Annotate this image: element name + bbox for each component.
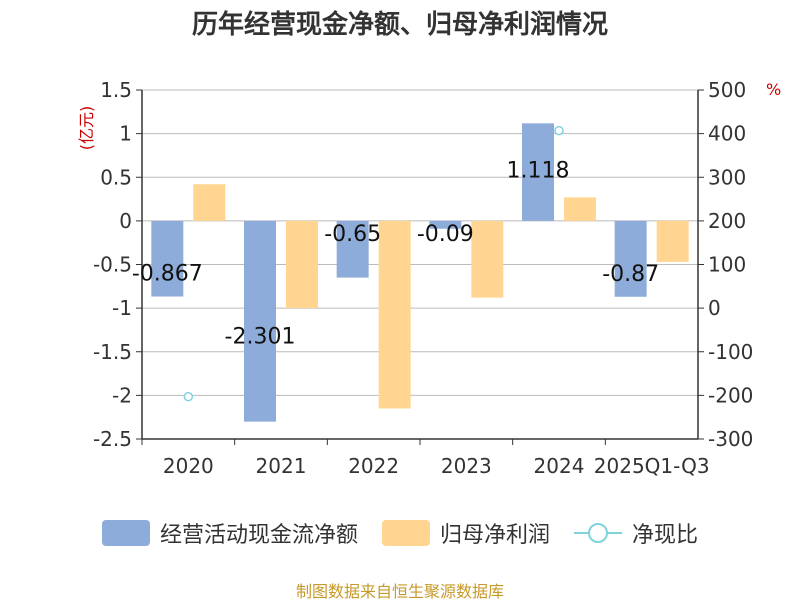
cash-bar bbox=[336, 220, 369, 278]
chart-title: 历年经营现金净额、归母净利润情况 bbox=[191, 10, 608, 40]
data-source-note: 制图数据来自恒生聚源数据库 bbox=[295, 582, 504, 601]
right-tick-label: 0 bbox=[708, 296, 721, 320]
cash-data-label: -2.301 bbox=[225, 324, 296, 349]
ratio-point bbox=[183, 391, 194, 402]
legend-item-cash[interactable]: 经营活动现金流净额 bbox=[101, 517, 358, 549]
x-tick-label: 2021 bbox=[256, 454, 307, 478]
right-tick-label: 500 bbox=[708, 78, 746, 102]
legend-item-profit[interactable]: 归母净利润 bbox=[381, 517, 550, 549]
cash-data-label: -0.65 bbox=[324, 222, 381, 247]
cash-data-label: -0.867 bbox=[132, 262, 203, 287]
legend-marker-ratio bbox=[574, 520, 622, 546]
left-tick-label: 0 bbox=[119, 209, 132, 233]
left-tick-label: 0.5 bbox=[100, 165, 132, 189]
legend-label-profit: 归母净利润 bbox=[439, 523, 550, 548]
x-tick-label: 2025Q1-Q3 bbox=[594, 454, 710, 478]
profit-bar bbox=[471, 220, 504, 298]
right-tick-label: 200 bbox=[708, 209, 746, 233]
right-tick-label: 100 bbox=[708, 253, 746, 277]
profit-bar bbox=[286, 220, 318, 309]
profit-bar bbox=[378, 220, 411, 409]
legend-label-ratio: 净现比 bbox=[632, 523, 699, 548]
profit-bar bbox=[656, 220, 689, 262]
profit-bar bbox=[193, 184, 226, 221]
cash-bar bbox=[151, 220, 184, 297]
left-tick-label: -0.5 bbox=[93, 253, 132, 277]
right-tick-label: -300 bbox=[708, 427, 753, 451]
right-tick-label: 400 bbox=[708, 122, 746, 146]
x-tick-label: 2023 bbox=[441, 454, 492, 478]
right-tick-label: -200 bbox=[708, 383, 753, 407]
ratio-point bbox=[554, 125, 564, 136]
cash-bar bbox=[522, 123, 554, 221]
cash-bar bbox=[429, 220, 462, 229]
left-tick-label: -1 bbox=[112, 296, 132, 320]
legend-swatch-cash bbox=[101, 520, 150, 546]
right-tick-label: -100 bbox=[708, 340, 753, 364]
legend-item-ratio[interactable]: 净现比 bbox=[574, 517, 698, 549]
cash-bar bbox=[244, 220, 276, 422]
left-tick-label: -1.5 bbox=[93, 340, 132, 364]
left-tick-label: 1 bbox=[119, 122, 132, 146]
legend: 经营活动现金流净额 归母净利润 净现比 bbox=[0, 517, 800, 549]
x-tick-label: 2024 bbox=[534, 454, 585, 478]
profit-bar bbox=[564, 197, 596, 221]
cash-data-label: -0.87 bbox=[602, 262, 659, 287]
right-axis-unit: % bbox=[766, 80, 782, 99]
legend-label-cash: 经营活动现金流净额 bbox=[159, 523, 358, 548]
x-tick-label: 2022 bbox=[348, 454, 399, 478]
left-tick-label: -2 bbox=[112, 383, 132, 407]
right-tick-label: 300 bbox=[708, 165, 746, 189]
left-tick-label: 1.5 bbox=[100, 78, 132, 102]
legend-swatch-profit bbox=[381, 520, 430, 546]
cash-bar bbox=[614, 220, 647, 297]
x-tick-label: 2020 bbox=[163, 454, 214, 478]
left-tick-label: -2.5 bbox=[93, 427, 132, 451]
cash-data-label: 1.118 bbox=[507, 158, 570, 183]
cash-data-label: -0.09 bbox=[417, 222, 474, 247]
